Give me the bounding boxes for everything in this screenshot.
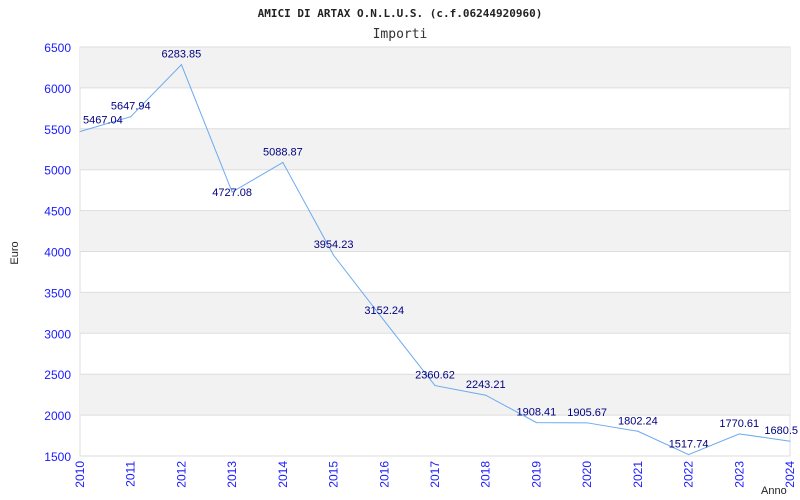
data-point xyxy=(383,320,385,322)
data-label: 6283.85 xyxy=(162,49,202,61)
x-tick-label: 2015 xyxy=(327,461,341,488)
data-label: 5088.87 xyxy=(263,146,303,158)
data-point xyxy=(485,394,487,396)
data-point xyxy=(282,161,284,163)
grid-band xyxy=(80,374,790,416)
y-tick-label: 4500 xyxy=(44,205,71,219)
data-point xyxy=(688,454,690,456)
chart-title: AMICI DI ARTAX O.N.L.U.S. (c.f.062449209… xyxy=(258,7,543,20)
data-point xyxy=(130,116,132,118)
data-point xyxy=(231,191,233,193)
y-tick-label: 1500 xyxy=(44,450,71,464)
x-tick-label: 2010 xyxy=(73,461,87,488)
grid-band xyxy=(80,47,790,88)
data-label: 1770.61 xyxy=(719,418,759,430)
x-tick-label: 2022 xyxy=(682,461,696,488)
data-label: 2360.62 xyxy=(415,370,455,382)
data-point xyxy=(79,130,81,132)
data-point xyxy=(738,433,740,435)
data-label: 5467.04 xyxy=(83,114,123,126)
y-tick-label: 5500 xyxy=(44,123,71,137)
data-point xyxy=(333,254,335,256)
data-point xyxy=(637,430,639,432)
y-tick-label: 2500 xyxy=(44,368,71,382)
grid-band xyxy=(80,128,790,170)
data-label: 1802.24 xyxy=(618,415,658,427)
data-label: 3152.24 xyxy=(364,305,404,317)
data-point xyxy=(535,422,537,424)
x-tick-label: 2021 xyxy=(631,461,645,488)
x-tick-label: 2011 xyxy=(124,461,138,487)
x-tick-label: 2023 xyxy=(732,461,746,488)
data-label: 1905.67 xyxy=(567,407,607,419)
chart-subtitle: Importi xyxy=(373,27,428,42)
y-tick-label: 3500 xyxy=(44,286,71,300)
data-label: 1908.41 xyxy=(517,407,557,419)
x-tick-label: 2019 xyxy=(529,461,543,488)
x-tick-label: 2013 xyxy=(225,461,239,488)
data-label: 5647.94 xyxy=(111,101,151,113)
y-axis-label: Euro xyxy=(9,241,21,264)
x-axis-label: Anno xyxy=(761,485,787,497)
x-tick-label: 2014 xyxy=(276,461,290,488)
data-label: 2243.21 xyxy=(466,379,506,391)
y-tick-label: 6500 xyxy=(44,41,71,55)
data-label: 3954.23 xyxy=(314,239,354,251)
data-label: 1680.5 xyxy=(764,425,798,437)
data-point xyxy=(586,422,588,424)
data-point xyxy=(789,440,791,442)
x-tick-label: 2012 xyxy=(174,461,188,488)
grid-band xyxy=(80,292,790,334)
grid-band xyxy=(80,210,790,252)
x-tick-label: 2016 xyxy=(377,461,391,488)
y-tick-label: 4000 xyxy=(44,246,71,260)
data-label: 4727.08 xyxy=(212,187,252,199)
y-tick-label: 2000 xyxy=(44,409,71,423)
data-label: 1517.74 xyxy=(669,439,709,451)
y-tick-label: 6000 xyxy=(44,82,71,96)
y-tick-label: 5000 xyxy=(44,164,71,178)
x-tick-label: 2020 xyxy=(580,461,594,488)
y-tick-label: 3000 xyxy=(44,327,71,341)
x-tick-label: 2017 xyxy=(428,461,442,488)
data-point xyxy=(180,64,182,66)
x-tick-label: 2024 xyxy=(783,461,797,488)
x-tick-label: 2018 xyxy=(479,461,493,488)
data-point xyxy=(434,385,436,387)
